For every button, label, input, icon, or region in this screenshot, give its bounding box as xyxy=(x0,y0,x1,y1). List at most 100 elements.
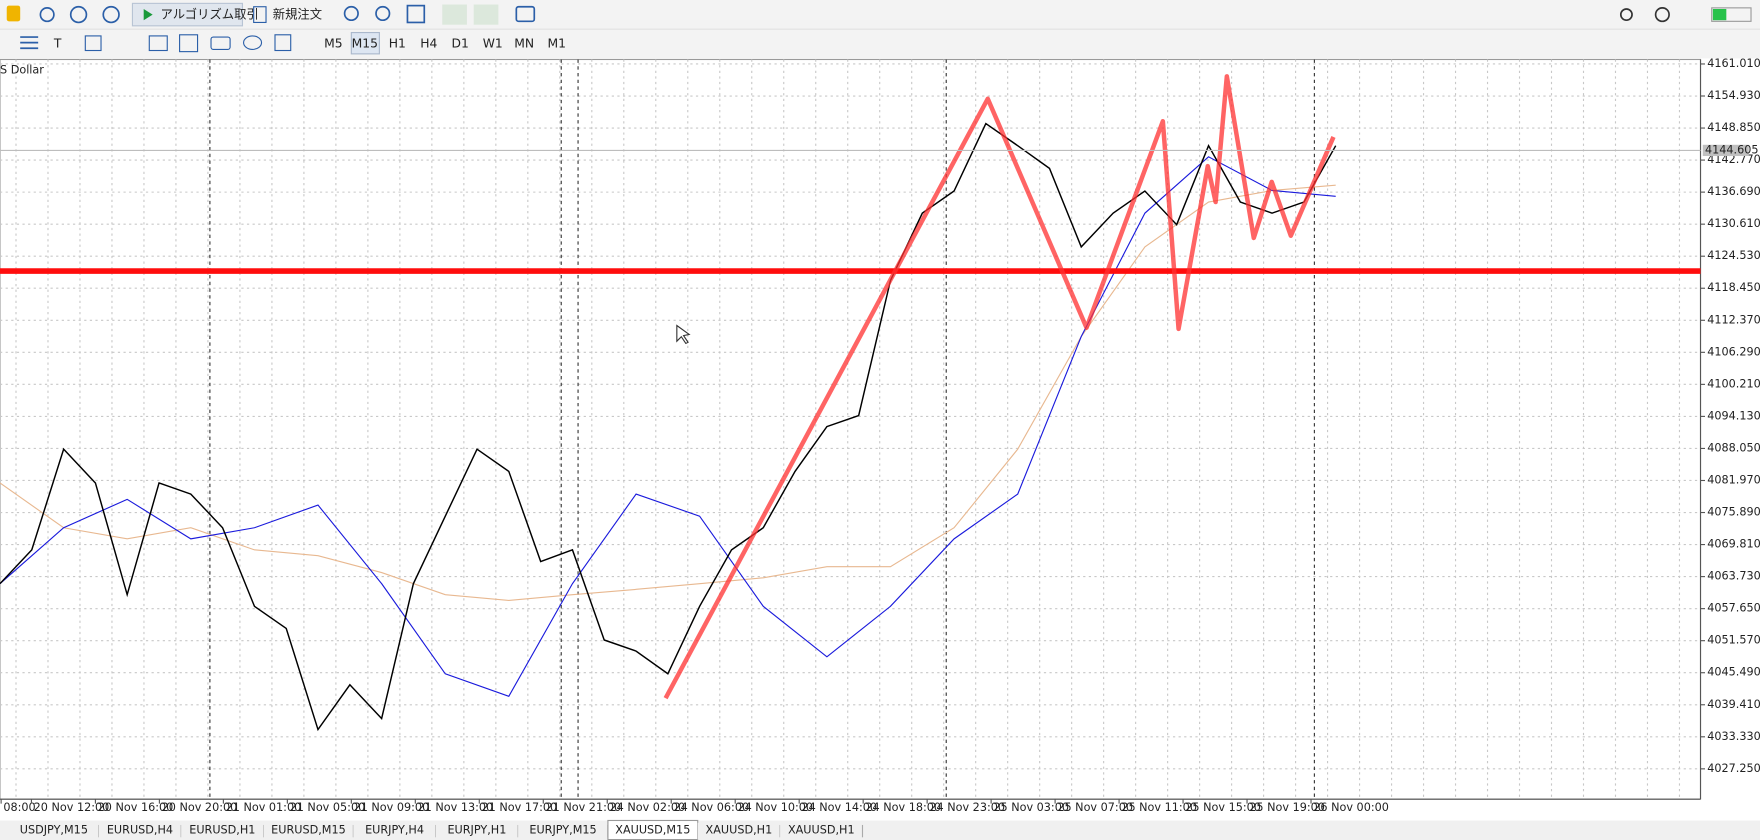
y-tick-label: 4112.370 xyxy=(1707,313,1760,326)
tab[interactable] xyxy=(98,822,182,840)
y-tick-label: 4045.490 xyxy=(1707,666,1760,679)
tab-label[interactable]: EURJPY,M15 xyxy=(529,824,596,837)
tab-label[interactable]: XAUUSD,H1 xyxy=(788,824,855,837)
timeframe-button[interactable]: W1 xyxy=(483,36,503,50)
tab[interactable] xyxy=(780,822,863,840)
tool-a[interactable] xyxy=(148,35,168,52)
x-tick-label: 21 Nov 01:00 xyxy=(226,801,302,814)
lock-icon[interactable] xyxy=(6,5,21,22)
x-tick-label: 24 Nov 06:00 xyxy=(673,801,749,814)
y-tick-label: 4081.970 xyxy=(1707,473,1760,486)
tab-label[interactable]: EURUSD,H4 xyxy=(107,824,173,837)
tool-e[interactable] xyxy=(274,34,292,52)
timeframe-button[interactable]: M5 xyxy=(324,36,342,50)
y-tick-label: 4033.330 xyxy=(1707,730,1760,743)
zoom-in[interactable] xyxy=(343,5,359,22)
x-tick-label: 24 Nov 10:00 xyxy=(737,801,813,814)
y-tick-label: 4088.050 xyxy=(1707,441,1760,454)
connection-bar xyxy=(1711,7,1752,22)
x-tick-label: 24 Nov 23:00 xyxy=(929,801,1005,814)
timeframe-button[interactable]: D1 xyxy=(452,36,469,50)
main-toolbar: アルゴリズム取引 新規注文 xyxy=(6,2,1752,27)
new-order-label[interactable]: 新規注文 xyxy=(273,7,322,22)
rect-tool[interactable] xyxy=(84,35,102,52)
chart-shift[interactable] xyxy=(473,4,499,25)
x-tick-label: 20 Nov 20:00 xyxy=(162,801,238,814)
current-price-label: 4144.605 xyxy=(1705,143,1759,156)
tab-label[interactable]: EURJPY,H4 xyxy=(365,824,424,837)
screenshot[interactable] xyxy=(515,5,536,23)
tool-c[interactable] xyxy=(210,36,231,50)
y-tick-label: 4161.010 xyxy=(1707,57,1760,70)
timeframe-button[interactable]: H4 xyxy=(420,36,437,50)
y-tick-label: 4118.450 xyxy=(1707,281,1760,294)
horizontal-line[interactable] xyxy=(0,268,1701,274)
x-tick-label: 08:00 xyxy=(3,801,35,814)
autoscroll[interactable] xyxy=(442,4,467,25)
x-tick-label: 21 Nov 21:00 xyxy=(546,801,622,814)
plot xyxy=(0,122,1337,732)
tool-d[interactable] xyxy=(243,35,263,50)
x-tick-label: 21 Nov 13:00 xyxy=(418,801,494,814)
tab[interactable] xyxy=(353,822,436,840)
tab-label[interactable]: EURUSD,H1 xyxy=(189,824,255,837)
symbol-label: S Dollar xyxy=(0,64,44,77)
tab[interactable] xyxy=(8,822,99,840)
y-tick-label: 4106.290 xyxy=(1707,345,1760,358)
account-icon[interactable] xyxy=(1654,7,1670,23)
tab[interactable] xyxy=(697,822,781,840)
y-tick-label: 4051.570 xyxy=(1707,634,1760,647)
search-icon[interactable] xyxy=(1619,8,1633,22)
y-tick-label: 4136.690 xyxy=(1707,185,1760,198)
tab[interactable] xyxy=(181,822,264,840)
axes: 4161.010 4154.930 4148.850 4142.770 4136.690… xyxy=(0,57,1760,814)
tab[interactable] xyxy=(263,822,354,840)
tab-label[interactable]: EURUSD,M15 xyxy=(271,824,346,837)
lines-tool[interactable] xyxy=(20,36,39,50)
tile-windows[interactable] xyxy=(406,4,426,24)
tab[interactable] xyxy=(518,822,608,840)
x-tick-label: 25 Nov 03:00 xyxy=(993,801,1069,814)
x-tick-label: 25 Nov 19:00 xyxy=(1249,801,1325,814)
drawing-toolbar: T M5 M15 H1 H4 D1 W1 MN M1 xyxy=(20,31,566,55)
y-tick-label: 4148.850 xyxy=(1707,121,1760,134)
chart-area[interactable] xyxy=(0,58,1702,800)
tab-label[interactable]: USDJPY,M15 xyxy=(20,824,88,837)
x-tick-label: 21 Nov 05:00 xyxy=(290,801,366,814)
tab-label[interactable]: XAUUSD,H1 xyxy=(706,824,773,837)
x-tick-label: 20 Nov 16:00 xyxy=(98,801,174,814)
y-tick-label: 4094.130 xyxy=(1707,409,1760,422)
y-tick-label: 4130.610 xyxy=(1707,217,1760,230)
new-order-icon[interactable] xyxy=(253,6,267,24)
x-tick-label: 21 Nov 17:00 xyxy=(482,801,558,814)
cloud-icon[interactable] xyxy=(69,5,88,24)
timeframe-active[interactable] xyxy=(350,31,380,55)
play-icon xyxy=(143,8,153,21)
x-tick-label: 24 Nov 18:00 xyxy=(865,801,941,814)
y-tick-label: 4039.410 xyxy=(1707,698,1760,711)
timeframe-button[interactable]: M15 xyxy=(352,36,378,50)
y-tick-label: 4057.650 xyxy=(1707,602,1760,615)
timeframe-button[interactable]: MN xyxy=(514,36,534,50)
text-tool-icon[interactable]: T xyxy=(53,36,62,50)
zoom-out[interactable] xyxy=(375,5,391,22)
zigzag-drawing[interactable] xyxy=(663,74,1336,700)
y-tick-label: 4124.530 xyxy=(1707,249,1760,262)
y-tick-label: 4100.210 xyxy=(1707,377,1760,390)
tab[interactable] xyxy=(435,822,519,840)
tool-b[interactable] xyxy=(179,34,199,53)
y-tick-label: 4063.730 xyxy=(1707,570,1760,583)
x-tick-label: 21 Nov 09:00 xyxy=(354,801,430,814)
moving-average xyxy=(0,184,1336,602)
tab-label[interactable]: EURJPY,H1 xyxy=(447,824,506,837)
timeframe-button[interactable]: M1 xyxy=(547,36,565,50)
market-icon[interactable] xyxy=(102,5,120,24)
tab-label[interactable]: XAUUSD,M15 xyxy=(615,824,690,837)
signal-icon[interactable] xyxy=(39,7,55,23)
mouse-cursor xyxy=(676,324,691,345)
x-tick-label: 25 Nov 15:00 xyxy=(1185,801,1261,814)
algo-trading-button[interactable] xyxy=(131,2,244,27)
timeframe-button[interactable]: H1 xyxy=(389,36,406,50)
